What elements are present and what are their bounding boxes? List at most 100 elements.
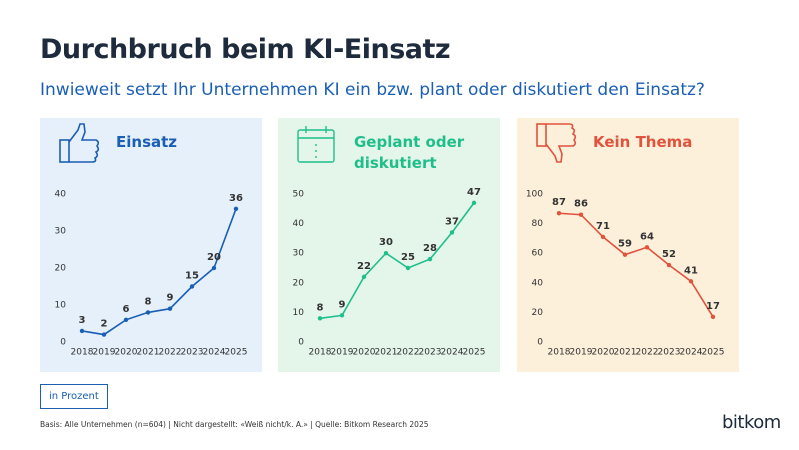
y-tick-label: 40 <box>532 278 544 288</box>
chart-panel: 0 10 20 30 40 2018 2019 2020 2021 2022 2023 2024 202… <box>40 118 262 372</box>
thumb-down-icon <box>536 123 577 163</box>
point <box>317 316 323 321</box>
x-tick-label: 2018 <box>548 348 571 358</box>
x-tick-label: 2021 <box>375 348 398 358</box>
data-label: 86 <box>574 199 588 210</box>
footnote: Basis: Alle Unternehmen (n=604) | Nicht … <box>40 420 429 429</box>
point <box>622 252 628 257</box>
y-tick-label: 0 <box>537 338 543 348</box>
line <box>558 212 714 318</box>
data-label: 59 <box>618 239 632 250</box>
unit-note: in Prozent <box>40 384 108 409</box>
y-tick-label: 20 <box>532 308 544 318</box>
data-label: 64 <box>640 231 654 242</box>
y-tick-label: 0 <box>298 338 304 348</box>
page-title: Durchbruch beim KI-Einsatz <box>40 34 451 65</box>
point <box>405 265 411 271</box>
data-label: 71 <box>596 221 610 232</box>
x-tick-label: 2022 <box>159 348 182 358</box>
y-tick-label: 20 <box>55 264 67 274</box>
data-label: 52 <box>662 249 676 260</box>
point <box>644 245 650 250</box>
x-tick-label: 2020 <box>353 348 376 358</box>
data-label: 17 <box>706 301 720 312</box>
point <box>471 200 477 206</box>
calendar-icon <box>297 126 335 163</box>
data-label: 8 <box>317 302 324 313</box>
chart-panel: 0 20 40 60 80 100 2018 2019 2020 2021 2022 2023 2024… <box>517 118 739 372</box>
data-label: 20 <box>207 252 221 263</box>
x-tick-label: 2023 <box>419 348 442 358</box>
chart-panel: 0 10 20 30 40 50 2018 2019 2020 2021 2022 2023 2024 2… <box>278 118 500 372</box>
x-tick-label: 2022 <box>636 348 659 358</box>
x-tick-label: 2025 <box>702 348 725 358</box>
x-tick-label: 2018 <box>309 348 332 358</box>
x-tick-label: 2019 <box>93 348 116 358</box>
point <box>556 211 562 216</box>
data-label: 9 <box>339 299 346 310</box>
x-tick-label: 2024 <box>680 348 703 358</box>
data-label: 36 <box>229 193 243 204</box>
data-label: 25 <box>401 252 415 263</box>
point <box>710 314 716 320</box>
x-tick-label: 2021 <box>137 348 160 358</box>
y-tick-label: 0 <box>60 338 66 348</box>
x-tick-label: 2021 <box>614 348 637 358</box>
data-label: 3 <box>79 315 86 326</box>
line <box>319 202 475 320</box>
point <box>666 262 672 268</box>
line <box>81 208 237 336</box>
y-tick-label: 50 <box>293 190 305 200</box>
y-tick-label: 40 <box>55 190 67 200</box>
data-label: 37 <box>445 216 459 227</box>
point <box>211 265 217 271</box>
point <box>145 310 151 315</box>
point <box>600 234 606 240</box>
x-tick-label: 2018 <box>71 348 94 358</box>
data-label: 15 <box>185 271 199 282</box>
point <box>361 274 367 280</box>
point <box>233 206 239 211</box>
point <box>688 279 694 284</box>
point <box>79 328 85 334</box>
data-label: 28 <box>423 243 437 254</box>
data-label: 87 <box>552 197 566 208</box>
chart-title: Kein Thema <box>593 133 693 151</box>
point <box>339 313 345 318</box>
data-label: 6 <box>123 304 130 315</box>
point <box>189 284 195 289</box>
y-tick-label: 20 <box>293 278 305 288</box>
data-label: 8 <box>145 296 152 307</box>
data-label: 2 <box>101 319 108 330</box>
data-label: 9 <box>167 293 174 304</box>
page-subtitle: Inwieweit setzt Ihr Unternehmen KI ein b… <box>40 80 705 100</box>
x-tick-label: 2022 <box>397 348 420 358</box>
data-label: 41 <box>684 265 698 276</box>
y-tick-label: 100 <box>526 190 543 200</box>
x-tick-label: 2020 <box>592 348 615 358</box>
y-tick-label: 30 <box>55 227 67 237</box>
point <box>449 230 455 235</box>
y-tick-label: 10 <box>55 301 67 311</box>
point <box>167 306 173 311</box>
y-tick-label: 40 <box>293 219 305 229</box>
x-tick-label: 2023 <box>658 348 681 358</box>
point <box>383 251 389 256</box>
y-tick-label: 80 <box>532 219 544 229</box>
point <box>578 212 584 217</box>
point <box>123 317 129 322</box>
data-label: 30 <box>379 237 393 248</box>
logo: bitkom <box>722 412 781 433</box>
data-label: 47 <box>467 187 481 198</box>
y-tick-label: 60 <box>532 249 544 259</box>
chart: 0 20 40 60 80 100 2018 2019 2020 2021 2022 2023 2024… <box>526 123 725 358</box>
x-tick-label: 2025 <box>463 348 486 358</box>
x-tick-label: 2025 <box>225 348 248 358</box>
x-tick-label: 2024 <box>441 348 464 358</box>
thumb-up-icon <box>59 123 100 163</box>
x-tick-label: 2020 <box>115 348 138 358</box>
chart-title: Einsatz <box>116 133 178 151</box>
